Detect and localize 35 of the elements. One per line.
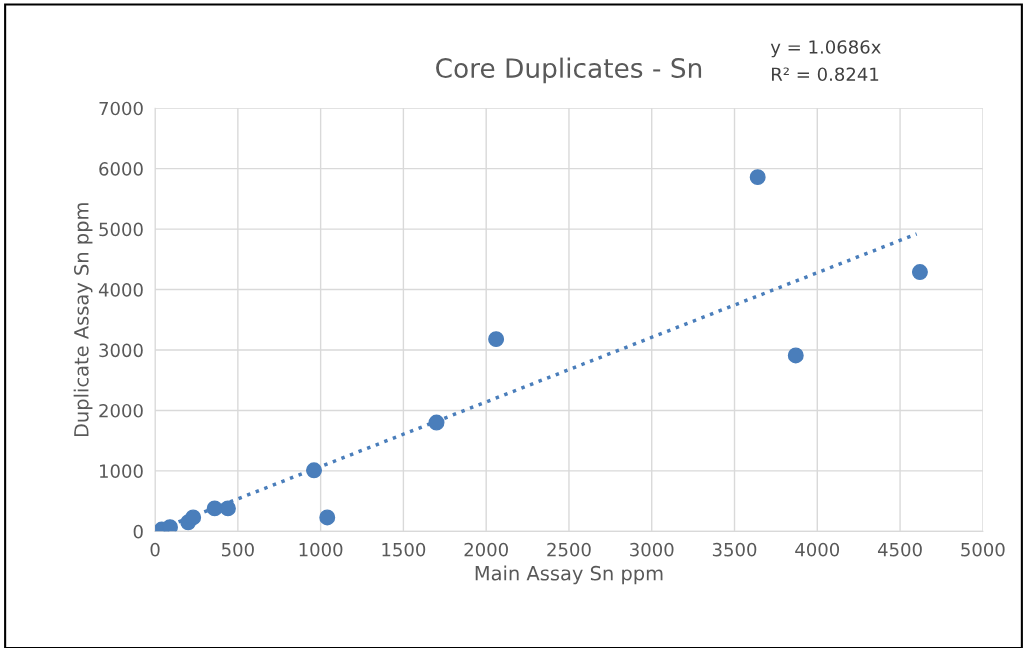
x-axis-title: Main Assay Sn ppm — [475, 565, 663, 585]
chart-title: Core Duplicates - Sn — [436, 57, 702, 84]
text: y = 1.0686x — [770, 40, 881, 58]
point — [306, 462, 322, 479]
point — [161, 519, 178, 532]
point — [911, 264, 928, 281]
y-tick-label: 5000 — [99, 222, 143, 237]
x-tick-label: 0 — [150, 542, 160, 557]
point — [787, 347, 804, 364]
y-tick-label: 4000 — [98, 283, 143, 297]
x-tick-label: 4000 — [795, 542, 840, 557]
x-tick-label: 3000 — [630, 542, 674, 557]
x-tick-label: 3500 — [712, 542, 757, 557]
y-tick-label: 3000 — [99, 343, 143, 358]
x-tick-label: 500 — [222, 542, 254, 557]
point — [488, 331, 505, 348]
point — [428, 414, 445, 431]
point — [185, 509, 202, 526]
x-tick-label: 2000 — [464, 542, 508, 557]
y-tick-label: 0 — [133, 524, 143, 539]
y-tick-label: 1000 — [100, 464, 143, 479]
y-tick-label: 2000 — [99, 403, 143, 418]
x-tick-label: 1500 — [382, 542, 426, 557]
x-tick-label: 2500 — [547, 542, 591, 557]
point — [206, 500, 223, 517]
x-tick-label: 4500 — [877, 542, 922, 557]
point — [749, 169, 766, 186]
y-tick-label: 6000 — [99, 162, 143, 176]
point — [319, 509, 336, 526]
point — [219, 500, 236, 517]
y-tick-label: 7000 — [99, 101, 143, 116]
y-axis-title: Duplicate Assay Sn ppm — [73, 203, 93, 437]
text: R² = 0.8241 — [772, 67, 879, 82]
x-tick-label: 5000 — [961, 542, 1005, 557]
x-tick-label: 1000 — [299, 542, 343, 557]
